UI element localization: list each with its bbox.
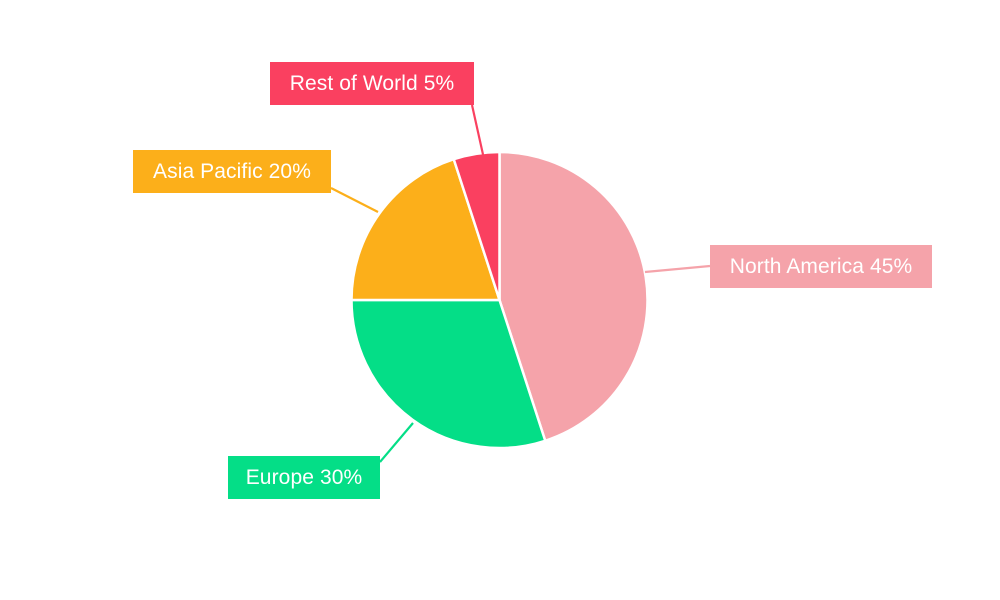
pie-label-text: Rest of World 5% [289,72,455,95]
pie-label-north-america: North America 45% [710,245,932,288]
leader-line-north-america [644,264,711,274]
leader-line-rest-of-world [470,104,486,160]
pie-slice-asia-pacific[interactable] [350,157,501,302]
pie-label-rest-of-world: Rest of World 5% [270,62,474,105]
pie-label-europe: Europe 30% [228,456,380,499]
pie-slice-europe[interactable] [350,298,547,450]
pie-leader-lines-group [330,104,711,463]
pie-slice-north-america[interactable] [498,150,649,443]
leader-line-europe [379,422,414,463]
pie-label-asia-pacific: Asia Pacific 20% [133,150,331,193]
leader-line-asia-pacific [330,187,379,213]
pie-label-text: Europe 30% [245,466,363,489]
pie-slices-group [350,150,649,450]
pie-label-text: North America 45% [729,255,913,278]
pie-label-text: Asia Pacific 20% [152,160,311,183]
pie-slice-rest-of-world[interactable] [452,150,501,302]
